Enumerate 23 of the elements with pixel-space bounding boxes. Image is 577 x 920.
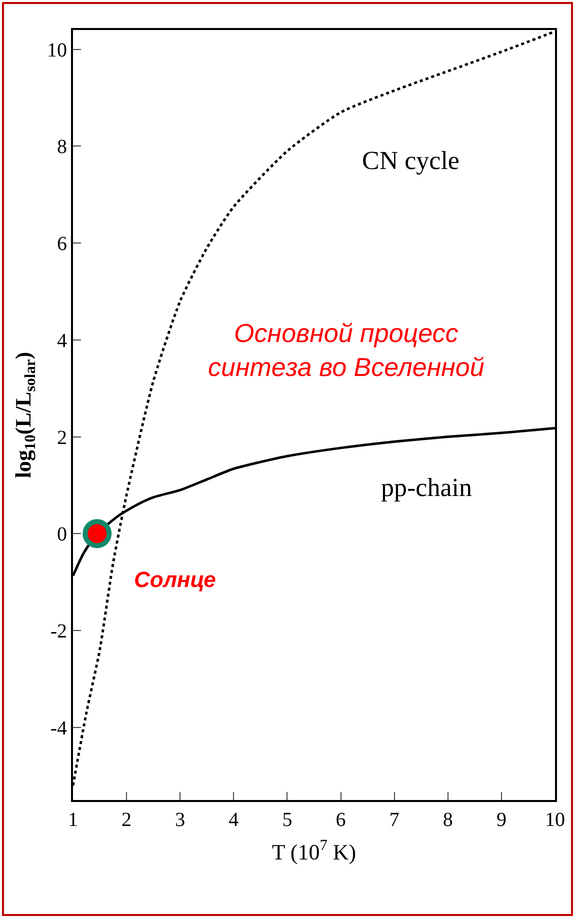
- x-tick-label: 6: [336, 809, 346, 831]
- y-tick-label: 8: [57, 136, 67, 158]
- y-tick-label: 10: [47, 39, 67, 62]
- y-tick-label: 2: [57, 426, 67, 449]
- annotation: pp-chain: [381, 473, 472, 502]
- annotation: Солнце: [134, 567, 216, 592]
- annotation: Основной процесс синтеза во Вселенной: [208, 318, 484, 382]
- y-tick-label: 0: [57, 524, 67, 546]
- x-tick-label: 3: [175, 809, 186, 831]
- annotation: CN cycle: [362, 146, 460, 175]
- x-tick-label: 2: [122, 809, 132, 831]
- x-tick-label: 9: [496, 809, 506, 831]
- y-tick-label: -2: [50, 620, 67, 642]
- x-tick-label: 7: [389, 809, 400, 831]
- x-tick-label: 5: [282, 809, 292, 831]
- x-axis-title: T (10$^{7}$ K): [272, 837, 356, 864]
- x-tick-label: 4: [228, 809, 239, 831]
- y-tick-label: -4: [50, 717, 67, 740]
- x-tick-label: 1: [68, 809, 78, 831]
- x-tick-label: 8: [442, 809, 453, 831]
- y-tick-label: 6: [57, 233, 67, 256]
- x-tick-label: 10: [545, 809, 565, 831]
- y-tick-label: 4: [57, 330, 67, 352]
